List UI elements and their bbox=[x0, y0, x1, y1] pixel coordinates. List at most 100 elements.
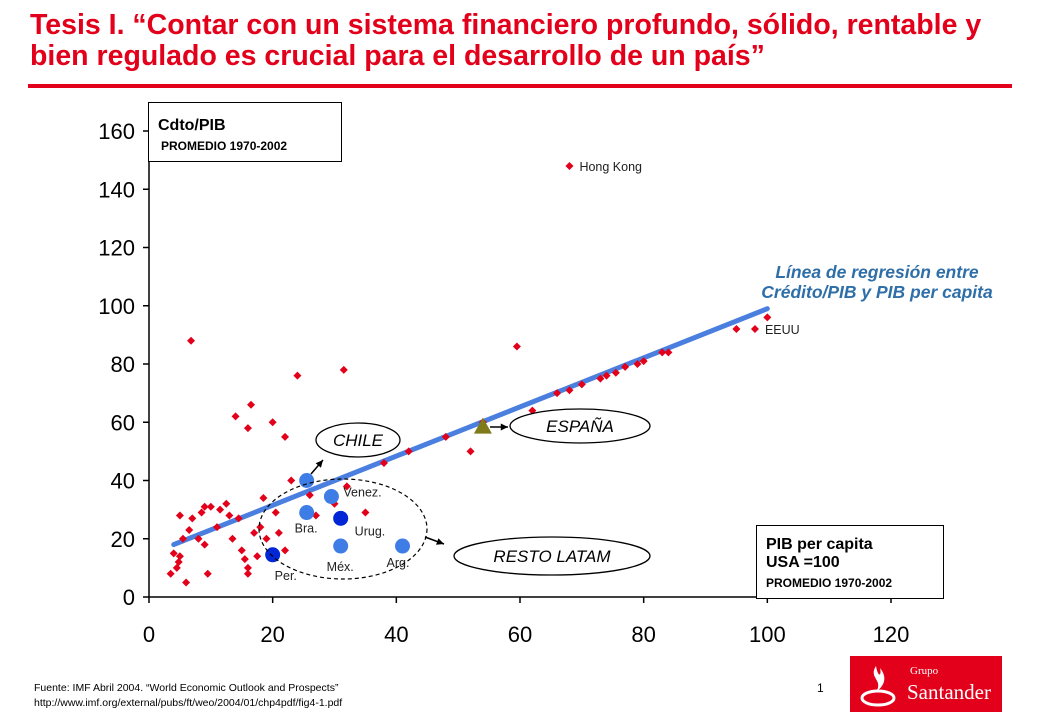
country-point bbox=[225, 511, 234, 520]
espana-arrow-head bbox=[500, 423, 508, 431]
chile-arrow-head bbox=[315, 460, 323, 468]
x-tick-label: 20 bbox=[260, 622, 284, 647]
country-point bbox=[243, 424, 252, 433]
page-number: 1 bbox=[817, 681, 824, 695]
country-point bbox=[404, 447, 413, 456]
y-axis-period: PROMEDIO 1970-2002 bbox=[161, 139, 288, 153]
y-tick-label: 120 bbox=[98, 236, 135, 261]
country-point bbox=[194, 534, 203, 543]
country-point bbox=[197, 508, 206, 517]
x-tick-label: 40 bbox=[384, 622, 408, 647]
country-point bbox=[175, 511, 184, 520]
country-point bbox=[228, 534, 237, 543]
country-point bbox=[466, 447, 475, 456]
source-line-1: Fuente: IMF Abril 2004. “World Economic … bbox=[34, 682, 339, 694]
country-point bbox=[185, 526, 194, 535]
country-point bbox=[253, 552, 262, 561]
resto-latam-callout-label: RESTO LATAM bbox=[493, 547, 611, 566]
country-point bbox=[512, 342, 521, 351]
resto-latam-callout-outline bbox=[453, 536, 651, 576]
title-underline bbox=[28, 84, 1012, 88]
country-point bbox=[664, 348, 673, 357]
latam-group-outline bbox=[258, 478, 428, 580]
spain-point bbox=[473, 417, 492, 434]
country-point bbox=[602, 371, 611, 380]
country-point bbox=[621, 362, 630, 371]
page-title: Tesis I. “Contar con un sistema financie… bbox=[30, 9, 982, 72]
country-point bbox=[763, 313, 772, 322]
country-point bbox=[259, 493, 268, 502]
country-point bbox=[231, 412, 240, 421]
country-point bbox=[250, 528, 259, 537]
latam-country-label: Bra. bbox=[295, 522, 318, 536]
latam-country-label: Per. bbox=[275, 569, 297, 583]
country-point bbox=[234, 514, 243, 523]
country-point bbox=[596, 374, 605, 383]
latam-country-point bbox=[299, 473, 315, 488]
country-point bbox=[206, 502, 215, 511]
latam-country-label: Arg. bbox=[387, 556, 410, 570]
country-point bbox=[203, 569, 212, 578]
y-tick-label: 0 bbox=[123, 585, 135, 610]
latam-country-point bbox=[333, 510, 349, 526]
chile-callout-outline bbox=[315, 422, 401, 458]
x-tick-label: 0 bbox=[143, 622, 155, 647]
country-label: Hong Kong bbox=[579, 160, 642, 174]
country-point bbox=[281, 546, 290, 555]
country-point bbox=[658, 348, 667, 357]
country-point bbox=[240, 555, 249, 564]
labeled-country-point bbox=[750, 325, 759, 334]
y-tick-label: 160 bbox=[98, 119, 135, 144]
country-point bbox=[342, 482, 351, 491]
latam-country-label: Urug. bbox=[355, 524, 386, 538]
y-axis-legend-box: Cdto/PIB PROMEDIO 1970-2002 bbox=[148, 102, 342, 162]
y-tick-label: 140 bbox=[98, 177, 135, 202]
x-axis-legend-box: PIB per capita USA =100 PROMEDIO 1970-20… bbox=[756, 525, 944, 599]
country-point bbox=[174, 558, 183, 567]
espana-callout-outline bbox=[509, 408, 651, 444]
country-point bbox=[243, 569, 252, 578]
country-point bbox=[179, 534, 188, 543]
logo-santander-text: Santander bbox=[907, 680, 991, 704]
country-point bbox=[175, 552, 184, 561]
country-point bbox=[200, 502, 209, 511]
country-point bbox=[287, 476, 296, 485]
country-point bbox=[553, 389, 562, 398]
country-point bbox=[243, 563, 252, 572]
x-axis-title: PIB per capita bbox=[766, 536, 873, 553]
x-tick-label: 120 bbox=[873, 622, 910, 647]
x-axis-basis: USA =100 bbox=[766, 554, 840, 571]
latam-country-point bbox=[265, 547, 281, 563]
country-point bbox=[339, 365, 348, 374]
flame-icon bbox=[860, 666, 896, 707]
espana-callout-label: ESPAÑA bbox=[546, 417, 614, 436]
country-point bbox=[222, 499, 231, 508]
country-point bbox=[200, 540, 209, 549]
country-point bbox=[169, 549, 178, 558]
y-axis-title: Cdto/PIB bbox=[158, 117, 226, 134]
country-point bbox=[379, 459, 388, 468]
santander-logo: Grupo Santander bbox=[850, 656, 1002, 712]
country-point bbox=[213, 523, 222, 532]
regression-line bbox=[171, 306, 770, 548]
country-point bbox=[187, 336, 196, 345]
y-tick-label: 20 bbox=[111, 527, 135, 552]
chile-callout-label: CHILE bbox=[333, 431, 384, 450]
labeled-country-point bbox=[565, 161, 574, 170]
country-point bbox=[577, 380, 586, 389]
country-point bbox=[732, 325, 741, 334]
country-point bbox=[293, 371, 302, 380]
y-tick-label: 80 bbox=[111, 352, 135, 377]
y-tick-label: 40 bbox=[111, 469, 135, 494]
source-url[interactable]: http://www.imf.org/external/pubs/ft/weo/… bbox=[34, 697, 343, 709]
x-tick-label: 80 bbox=[631, 622, 655, 647]
latam-country-label: Venez. bbox=[343, 486, 381, 500]
x-tick-label: 100 bbox=[749, 622, 786, 647]
country-point bbox=[611, 368, 620, 377]
country-point bbox=[281, 432, 290, 441]
country-point bbox=[262, 534, 271, 543]
country-point bbox=[188, 514, 197, 523]
source-note: Fuente: IMF Abril 2004. “World Economic … bbox=[34, 681, 342, 711]
country-point bbox=[216, 505, 225, 514]
